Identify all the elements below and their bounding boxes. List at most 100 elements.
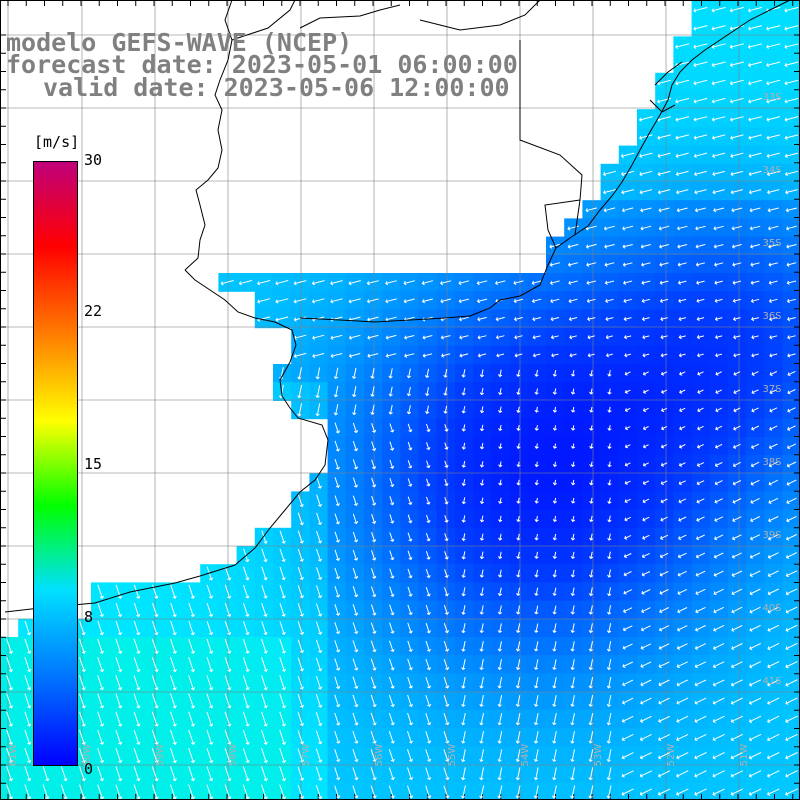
wind-arrow [747,43,763,49]
wind-arrow [497,677,503,689]
wind-arrow [622,697,634,705]
wind-arrow [603,189,616,195]
wind-arrow [115,657,123,673]
wind-arrow [261,784,268,800]
wind-arrow [785,752,798,760]
wind-arrow [769,353,778,358]
wind-arrow [6,784,14,800]
wind-arrow [188,766,196,782]
wind-arrow [676,661,688,669]
wind-arrow [497,713,503,726]
wind-arrow [658,733,671,742]
wind-arrow [785,588,798,596]
wind-arrow [658,661,670,669]
wind-arrow [6,638,14,654]
wind-arrow [461,442,466,450]
wind-arrow [461,424,466,432]
wind-arrow [407,712,414,726]
wind-arrow [747,6,763,13]
wind-arrow [370,368,375,379]
wind-arrow [242,711,250,727]
wind-arrow [206,711,214,727]
wind-arrow [731,606,743,614]
wind-arrow [749,679,762,687]
wind-arrow [784,25,799,31]
wind-arrow [444,460,449,468]
wind-arrow [444,442,449,450]
wind-arrow [622,679,634,687]
wind-arrow [498,406,503,414]
wind-arrow [766,97,781,104]
wind-arrow [170,784,177,800]
wind-arrow [658,679,670,687]
wind-arrow [297,657,305,672]
wind-arrow [461,569,466,578]
wind-arrow [641,298,651,304]
longitude-label: 56W [374,744,385,767]
wind-arrow [170,602,177,618]
wind-arrow [749,207,761,213]
wind-arrow [767,570,779,578]
wind-arrow [498,461,503,468]
wind-arrow [407,676,413,689]
wind-arrow [224,693,232,709]
wind-arrow [731,588,743,596]
wind-arrow [311,298,325,304]
wind-arrow [715,389,723,394]
wind-arrow [531,298,542,304]
wind-arrow [785,642,798,651]
latitude-label: 41S [762,676,781,687]
wind-arrow [607,497,612,504]
wind-arrow [733,371,741,376]
wind-arrow [352,640,359,653]
wind-arrow [731,661,743,669]
wind-arrow [533,749,539,762]
wind-arrow [587,335,596,340]
wind-arrow [588,623,593,634]
wind-arrow [444,424,449,432]
wind-arrow [243,621,250,636]
wind-arrow [24,711,32,727]
wind-arrow [425,640,431,652]
wind-arrow [188,584,195,599]
wind-arrow [407,767,414,781]
wind-arrow [79,657,86,673]
wind-arrow [330,334,343,340]
wind-arrow [552,695,557,707]
wind-arrow [371,459,377,470]
wind-arrow [659,280,669,285]
wind-arrow [348,298,361,304]
wind-arrow [479,659,484,671]
wind-arrow [498,497,503,504]
wind-arrow [42,784,50,800]
wind-arrow [348,353,361,359]
wind-arrow [425,405,430,415]
wind-arrow [767,788,780,796]
wind-arrow [389,423,395,433]
wind-arrow [641,589,651,595]
wind-arrow [767,697,780,705]
wind-arrow [24,729,32,745]
wind-arrow [694,788,707,796]
wind-arrow [334,676,341,690]
wind-arrow [297,639,305,654]
wind-arrow [711,79,726,86]
wind-arrow [588,551,594,560]
wind-arrow [425,731,432,744]
wind-arrow [425,676,432,689]
wind-arrow [768,262,779,267]
wind-arrow [352,785,359,799]
wind-arrow [695,552,706,559]
wind-arrow [784,116,799,122]
colorbar-tick-8: 8 [84,608,94,626]
wind-arrow [293,280,307,286]
wind-arrow [443,767,450,781]
wind-arrow [513,280,524,286]
wind-arrow [552,641,557,652]
wind-arrow [224,729,232,745]
wind-arrow [297,530,304,544]
longitude-label: 55W [447,744,458,767]
wind-arrow [315,621,323,635]
wind-arrow [243,584,250,599]
wind-arrow [97,675,105,691]
